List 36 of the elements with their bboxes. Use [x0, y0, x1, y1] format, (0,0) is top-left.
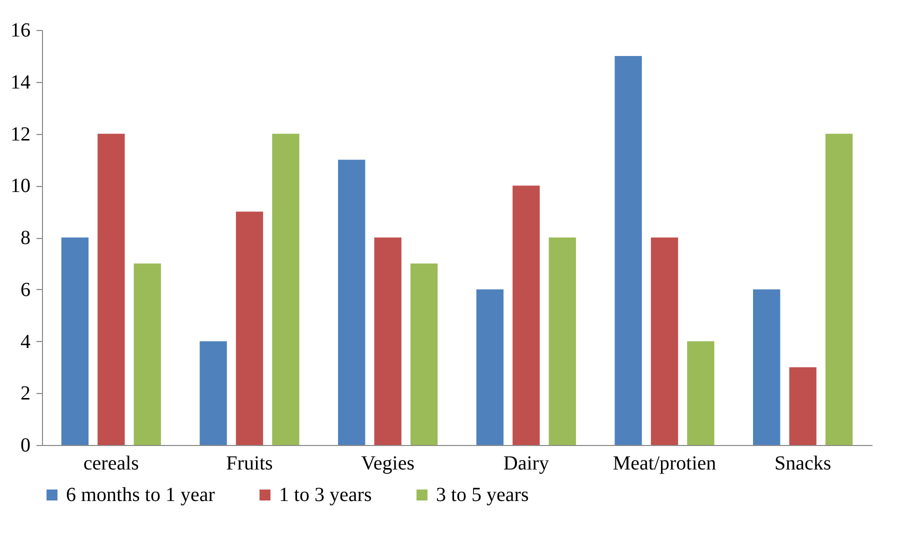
y-tick-label: 6 — [20, 278, 30, 301]
bar — [338, 160, 366, 445]
bar — [272, 134, 300, 445]
y-tick-label: 12 — [10, 123, 30, 146]
bar — [512, 186, 540, 445]
bar — [61, 238, 89, 445]
y-tick-label: 4 — [20, 330, 30, 353]
bar — [98, 134, 125, 445]
legend-label: 1 to 3 years — [279, 484, 372, 506]
bar — [200, 341, 227, 445]
x-tick-label: Dairy — [503, 452, 549, 474]
y-tick-label: 14 — [10, 71, 30, 94]
legend-label: 6 months to 1 year — [66, 484, 216, 506]
bar — [134, 263, 161, 445]
legend-label: 3 to 5 years — [436, 484, 529, 506]
x-tick-label: Fruits — [226, 452, 274, 474]
y-tick-label: 0 — [20, 434, 30, 456]
y-tick-label: 8 — [20, 227, 30, 249]
bar — [650, 238, 678, 445]
bar — [789, 367, 816, 445]
bar — [410, 263, 438, 445]
x-tick-label: Meat/protien — [612, 452, 716, 474]
y-tick-label: 10 — [10, 175, 30, 198]
bar — [548, 238, 576, 445]
y-tick-label: 16 — [10, 20, 30, 42]
y-tick-label: 2 — [20, 382, 30, 405]
x-tick-label: Vegies — [361, 452, 415, 474]
bar — [825, 134, 853, 445]
bar — [687, 341, 714, 445]
bar — [236, 212, 264, 445]
x-tick-label: cereals — [83, 452, 140, 474]
x-tick-label: Snacks — [774, 452, 832, 474]
bar — [374, 238, 402, 445]
bar — [614, 56, 642, 445]
bar — [753, 289, 780, 445]
bar — [476, 289, 504, 445]
